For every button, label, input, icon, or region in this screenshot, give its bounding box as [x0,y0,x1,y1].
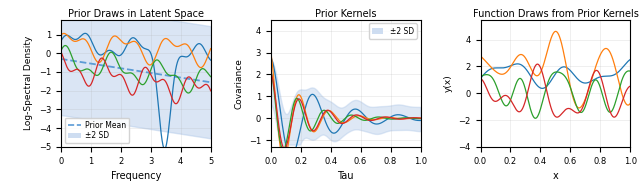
Legend: Prior Mean, ±2 SD: Prior Mean, ±2 SD [65,118,129,143]
Title: Function Draws from Prior Kernels: Function Draws from Prior Kernels [472,9,638,19]
Y-axis label: y(x): y(x) [444,74,453,92]
X-axis label: x: x [552,171,558,181]
Title: Prior Kernels: Prior Kernels [315,9,376,19]
Title: Prior Draws in Latent Space: Prior Draws in Latent Space [68,9,204,19]
X-axis label: Tau: Tau [337,171,354,181]
Legend: ±2 SD: ±2 SD [369,23,417,39]
Y-axis label: Log-Spectral Density: Log-Spectral Density [24,36,33,130]
Y-axis label: Covariance: Covariance [234,58,243,109]
X-axis label: Frequency: Frequency [111,171,161,181]
